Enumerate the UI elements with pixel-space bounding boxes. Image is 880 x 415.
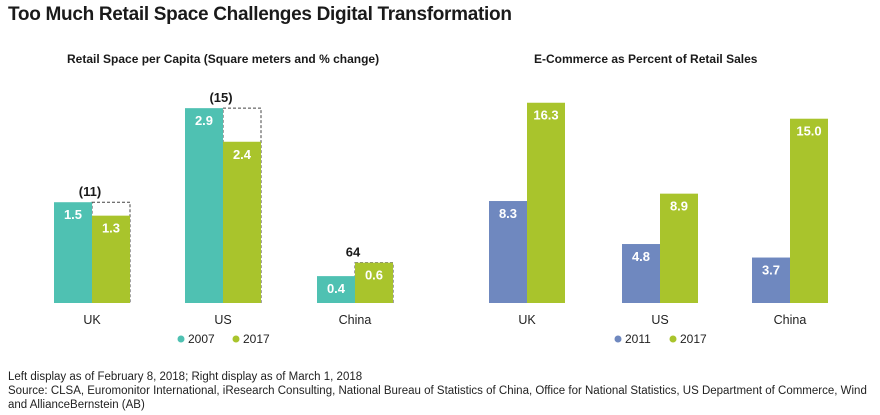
- category-label-china: China: [339, 313, 372, 327]
- bar-2007-us: [185, 108, 223, 303]
- value-label-2011-uk: 8.3: [499, 206, 517, 221]
- legend-label-2017: 2017: [680, 332, 707, 346]
- bar-2017-us: [660, 193, 698, 303]
- bar-2007-china: [317, 276, 355, 303]
- charts-canvas: (11) 1.5 1.3 UK (15) 2.9 2.4 US 64 0.4 0.6 China 200…: [54, 90, 828, 346]
- value-label-2017-china: 0.6: [365, 268, 383, 283]
- bar-2017-uk: [527, 102, 565, 303]
- legend-label-2007: 2007: [188, 332, 215, 346]
- display-date-note: Left display as of February 8, 2018; Rig…: [8, 371, 363, 383]
- value-label-2017-uk: 16.3: [533, 108, 558, 123]
- value-label-2017-us: 8.9: [670, 199, 688, 214]
- bar-2011-china: [752, 257, 790, 303]
- bar-2011-uk: [489, 201, 527, 303]
- value-label-2017-us: 2.4: [233, 147, 252, 162]
- legend-marker-2007: [177, 335, 185, 343]
- bar-2007-uk: [54, 202, 92, 303]
- value-label-2007-uk: 1.5: [64, 207, 82, 222]
- value-label-2011-china: 3.7: [762, 263, 780, 278]
- chart-title: Too Much Retail Space Challenges Digital…: [8, 4, 512, 25]
- legend-label-2011: 2011: [625, 332, 651, 346]
- value-label-2017-uk: 1.3: [102, 221, 120, 236]
- legend-label-2017: 2017: [243, 332, 270, 346]
- value-label-2017-china: 15.0: [796, 124, 821, 139]
- pct-change-label-china: 64: [346, 245, 361, 260]
- bar-2017-us: [223, 141, 261, 303]
- legend-marker-2017: [232, 335, 240, 343]
- category-label-us: US: [651, 313, 668, 327]
- legend-marker-2017: [669, 335, 677, 343]
- right-chart-title: E-Commerce as Percent of Retail Sales: [534, 52, 758, 66]
- category-label-uk: UK: [83, 313, 101, 327]
- value-label-2011-us: 4.8: [632, 249, 650, 264]
- legend-marker-2011: [614, 335, 622, 343]
- category-label-china: China: [774, 313, 807, 327]
- bar-2011-us: [622, 244, 660, 303]
- category-label-us: US: [214, 313, 231, 327]
- pct-change-label-uk: (11): [79, 184, 101, 199]
- bar-2017-china: [790, 118, 828, 303]
- source-note: Source: CLSA, Euromonitor International,…: [8, 385, 867, 411]
- bar-2017-uk: [92, 215, 130, 303]
- bar-2017-china: [355, 262, 393, 303]
- pct-change-label-us: (15): [209, 90, 232, 105]
- category-label-uk: UK: [518, 313, 536, 327]
- value-label-2007-china: 0.4: [327, 281, 346, 296]
- value-label-2007-us: 2.9: [195, 113, 213, 128]
- left-chart-title: Retail Space per Capita (Square meters a…: [67, 52, 380, 66]
